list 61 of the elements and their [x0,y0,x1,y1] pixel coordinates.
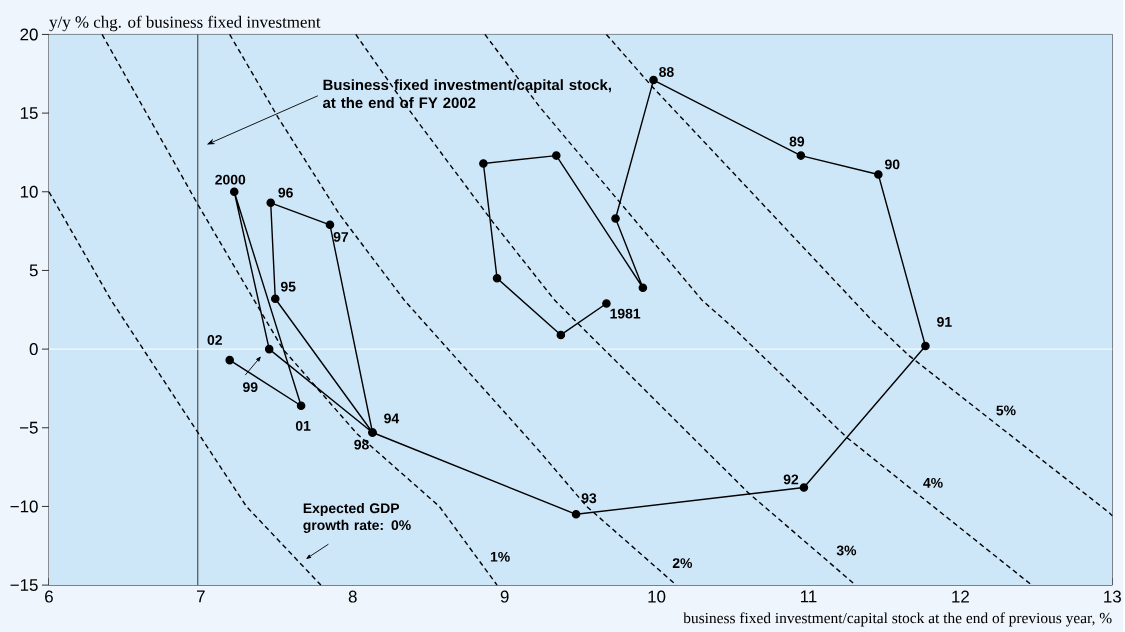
x-tick-label: 10 [648,590,666,603]
annotation: Business fixed investment/capital stock, at the end of FY 2002 [323,79,611,109]
annotation: 90 [885,159,900,170]
annotation: 99 [243,382,258,393]
point [602,299,611,308]
x-tick-label: 6 [45,590,53,603]
annotation: 93 [581,493,597,504]
y-tick-label: 20 [20,28,38,41]
x-tick-label: 11 [800,590,817,603]
point [225,355,234,365]
point [266,198,276,208]
series-label: 1% [490,551,510,562]
point [921,341,930,351]
point [270,294,280,304]
annotation: 96 [278,187,293,198]
point [874,170,883,179]
annotation: 94 [384,413,400,424]
point [552,151,561,160]
series-label: 4% [923,477,943,488]
point [796,151,806,160]
x-tick-label: 8 [348,590,357,603]
point [229,187,239,197]
point [571,509,581,519]
y-tick-label: −5 [19,421,38,434]
series-label: 5% [996,405,1016,416]
annotation: 97 [333,231,349,242]
point [325,220,335,230]
series-label: Expected GDP growth rate: 0% [303,502,411,533]
x-tick-label: 9 [500,590,509,603]
x-tick-label: 7 [197,590,205,603]
x-axis-title: business fixed investment/capital stock at the end of previous year, % [683,612,1112,627]
annotation: 89 [789,136,805,147]
point [649,75,658,85]
y-tick-label: 5 [29,264,38,277]
annotation: 91 [937,316,952,327]
y-tick-label: 10 [20,185,38,198]
point [479,159,488,168]
x-tick-label: 12 [952,590,969,603]
y-tick-label: −10 [10,500,38,513]
annotation: 1981 [610,308,641,319]
point [492,274,502,283]
point [638,283,648,293]
point [296,401,306,411]
annotation: 01 [295,420,311,431]
annotation: 02 [207,335,222,345]
point [611,214,620,223]
annotation: 95 [280,281,296,292]
annotation: 98 [354,439,369,450]
point [264,344,274,354]
series-label: 3% [836,545,857,556]
point [799,483,809,492]
annotation: 92 [783,474,799,485]
y-tick-label: 15 [20,107,38,119]
annotation: 88 [659,66,674,77]
y-tick-label: −15 [10,579,38,591]
x-tick-label: 13 [1104,590,1121,603]
y-axis-title: y/y % chg. of business fixed investment [49,15,321,32]
annotation: 2000 [215,174,246,185]
point [556,330,566,340]
series-label: 2% [672,558,693,568]
y-tick-label: 0 [29,343,38,356]
